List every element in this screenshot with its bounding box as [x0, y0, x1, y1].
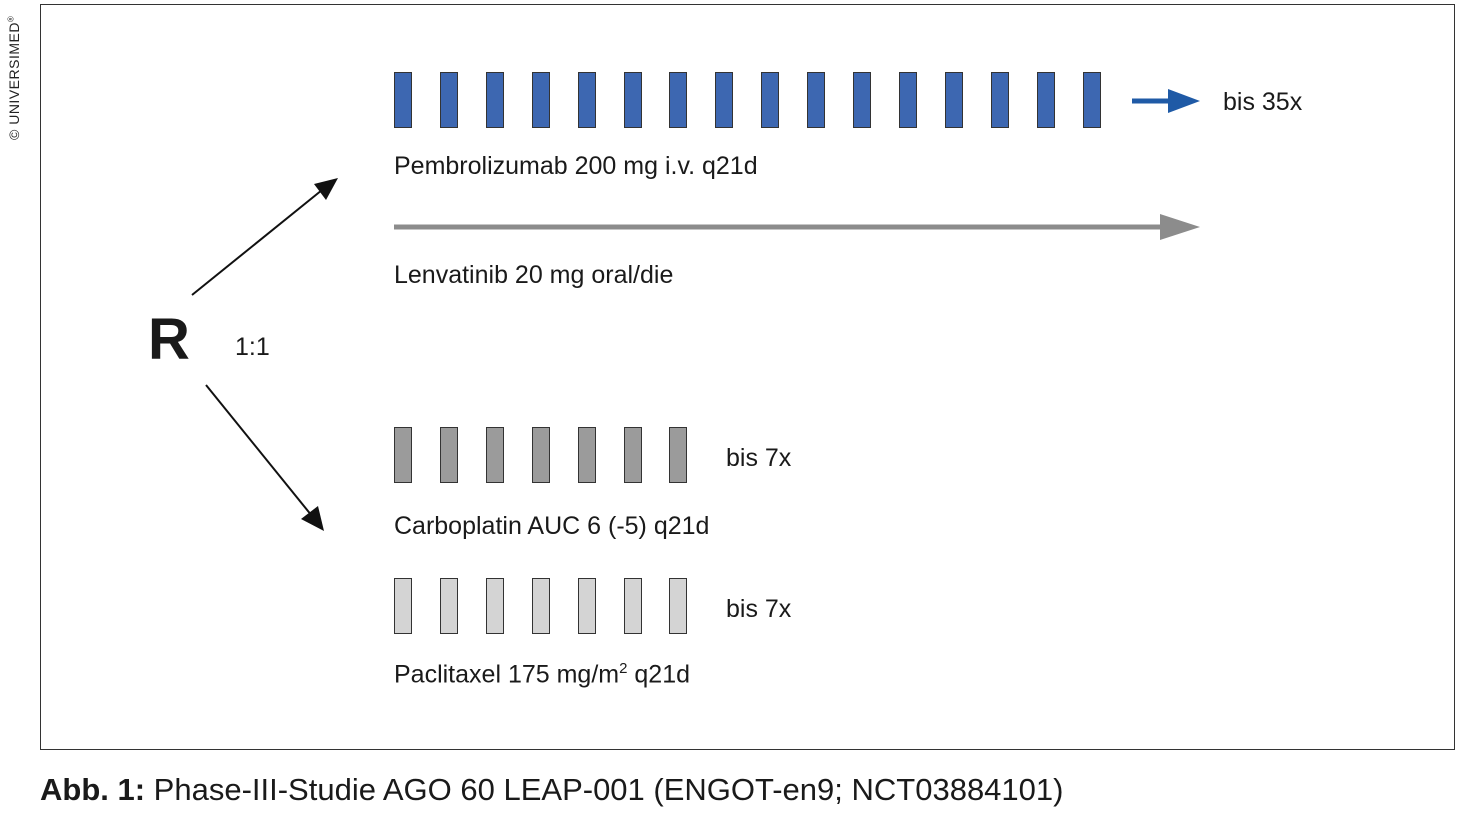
pembro-cycle-block [1082, 72, 1101, 128]
carbo-cycles-label: bis 7x [726, 444, 792, 472]
carbo-cycle-block [485, 427, 504, 483]
figure-caption: Abb. 1: Phase-III-Studie AGO 60 LEAP-001… [40, 772, 1064, 807]
pembro-cycle-block [531, 72, 550, 128]
pacli-cycle-block [669, 578, 688, 634]
lenvatinib-arrow [394, 214, 1200, 240]
pacli-cycle-block [394, 578, 412, 634]
pembro-cycle-block [669, 72, 688, 128]
pembro-cycle-block [990, 72, 1009, 128]
pembro-continue-arrow [1132, 89, 1200, 113]
pembro-cycle-block [577, 72, 596, 128]
carbo-cycle-block [669, 427, 688, 483]
pembro-label: Pembrolizumab 200 mg i.v. q21d [394, 152, 758, 180]
carbo-cycle-block [439, 427, 458, 483]
pacli-cycle-block [531, 578, 550, 634]
pembro-cycle-block [853, 72, 871, 128]
carbo-cycle-block [394, 427, 412, 483]
pembro-cycle-block [1036, 72, 1055, 128]
pembro-cycles-label: bis 35x [1223, 88, 1303, 116]
diagram-frame [40, 4, 1455, 750]
carboplatin-label: Carboplatin AUC 6 (-5) q21d [394, 512, 710, 540]
lenvatinib-label: Lenvatinib 20 mg oral/die [394, 261, 674, 289]
pembro-cycle-block [623, 72, 642, 128]
pacli-cycles-label: bis 7x [726, 595, 792, 623]
pacli-cycle-block [623, 578, 642, 634]
pembro-cycle-block [439, 72, 458, 128]
carbo-cycle-block [623, 427, 642, 483]
pembro-cycle-block [715, 72, 734, 128]
randomization-ratio: 1:1 [235, 333, 270, 361]
pembro-cycle-block [394, 72, 412, 128]
pembro-cycle-block [761, 72, 780, 128]
carbo-cycle-block [531, 427, 550, 483]
pacli-cycle-block [485, 578, 504, 634]
randomization-letter: R [148, 307, 190, 372]
pacli-cycle-block [577, 578, 596, 634]
pacli-cycle-block [439, 578, 458, 634]
paclitaxel-label: Paclitaxel 175 mg/m2 q21d [394, 660, 691, 689]
pembro-cycle-block [944, 72, 963, 128]
arrow-to-arm-b [205, 384, 324, 531]
carbo-cycle-block [577, 427, 596, 483]
arrow-to-arm-a [191, 178, 338, 296]
pembro-cycle-block [485, 72, 504, 128]
pembro-cycle-block [807, 72, 826, 128]
pembro-cycle-block [898, 72, 917, 128]
